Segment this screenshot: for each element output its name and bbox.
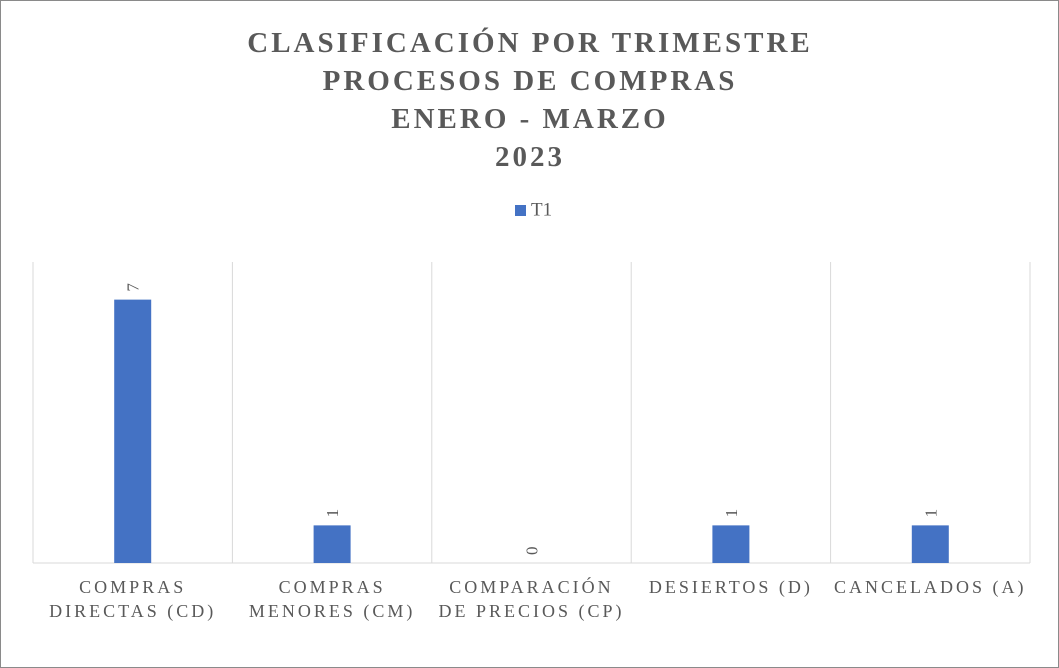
chart-title: 2023 <box>495 141 565 173</box>
x-tick-label: DESIERTOS (D) <box>648 577 813 597</box>
data-label: 7 <box>124 283 143 292</box>
data-label: 1 <box>921 509 940 518</box>
bar <box>911 525 949 563</box>
chart-title: PROCESOS DE COMPRAS <box>323 65 738 97</box>
bar <box>313 525 351 563</box>
legend-label: T1 <box>531 199 552 220</box>
chart-title: CLASIFICACIÓN POR TRIMESTRE <box>247 26 813 59</box>
x-tick-label: CANCELADOS (A) <box>834 577 1027 597</box>
legend-swatch <box>515 205 526 216</box>
chart-title: ENERO - MARZO <box>391 103 668 135</box>
data-label: 1 <box>323 509 342 518</box>
data-label: 1 <box>722 509 741 518</box>
x-tick-label: COMPARACIÓN DE PRECIOS (CP) <box>438 577 625 621</box>
x-tick-label: COMPRAS DIRECTAS (CD) <box>49 577 217 621</box>
data-label: 0 <box>523 547 542 556</box>
x-tick-label: COMPRAS MENORES (CM) <box>248 577 416 621</box>
bar <box>712 525 750 563</box>
bar <box>114 299 152 563</box>
